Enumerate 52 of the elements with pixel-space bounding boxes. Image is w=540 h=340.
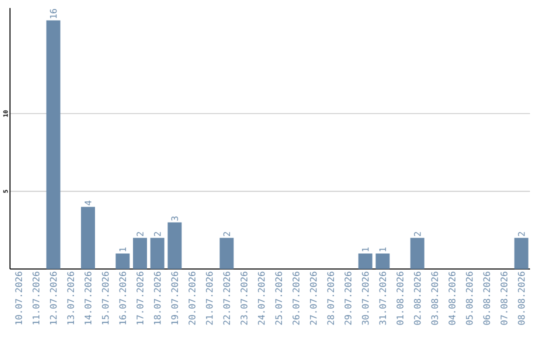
x-tick-label: 26.07.2026: [292, 272, 300, 325]
x-tick-label: 28.07.2026: [327, 272, 334, 325]
data-label: 2: [154, 232, 161, 236]
bar: [376, 253, 390, 269]
data-label: 1: [119, 247, 126, 252]
x-tick-label: 04.08.2026: [448, 272, 456, 325]
x-tick-label: 10.07.2026: [15, 272, 22, 324]
x-tick-label: 14.07.2026: [84, 272, 92, 324]
x-tick-label: 01.08.2026: [396, 272, 404, 325]
data-label: 2: [223, 232, 230, 236]
x-tick-label: 29.07.2026: [344, 272, 352, 325]
x-tick-label: 13.07.2026: [67, 272, 74, 324]
x-tick-label: 08.08.2026: [518, 272, 525, 325]
x-tick-label: 25.07.2026: [275, 272, 282, 325]
bar: [46, 20, 60, 269]
data-label: 2: [414, 232, 421, 236]
bar: [220, 238, 234, 269]
x-tick-label: 12.07.2026: [50, 272, 57, 324]
x-tick-label: 22.07.2026: [223, 272, 230, 325]
data-label: 16: [50, 8, 57, 18]
bar: [514, 238, 528, 269]
data-label: 1: [379, 247, 386, 252]
x-tick-label: 06.08.2026: [483, 272, 490, 325]
x-tick-label: 27.07.2026: [310, 272, 317, 325]
data-label: 3: [171, 216, 178, 221]
bar: [410, 238, 424, 269]
bar: [358, 253, 372, 269]
data-label: 1: [362, 247, 369, 252]
x-tick-label: 07.08.2026: [500, 272, 508, 325]
x-tick-label: 17.07.2026: [136, 272, 144, 324]
bar: [150, 238, 164, 269]
x-tick-label: 02.08.2026: [414, 272, 421, 325]
bar: [81, 206, 95, 269]
bar: [133, 238, 147, 269]
x-tick-label: 30.07.2026: [362, 272, 369, 325]
bar: [168, 222, 182, 269]
x-tick-label: 31.07.2026: [379, 272, 386, 325]
x-tick-label: 18.07.2026: [154, 272, 161, 324]
x-tick-label: 21.07.2026: [206, 272, 213, 325]
data-label: 2: [136, 232, 144, 236]
x-tick-label: 20.07.2026: [188, 272, 196, 325]
x-tick-label: 03.08.2026: [431, 272, 438, 325]
data-label: 4: [84, 200, 92, 206]
x-tick-label: 05.08.2026: [466, 272, 473, 325]
data-label: 2: [518, 232, 525, 236]
x-tick-label: 16.07.2026: [119, 272, 126, 324]
x-tick-label: 24.07.2026: [258, 272, 265, 325]
x-tick-label: 11.07.2026: [32, 272, 40, 324]
bar: [116, 253, 130, 269]
x-tick-label: 23.07.2026: [240, 272, 248, 325]
x-tick-label: 19.07.2026: [171, 272, 178, 324]
x-tick-label: 15.07.2026: [102, 272, 109, 324]
